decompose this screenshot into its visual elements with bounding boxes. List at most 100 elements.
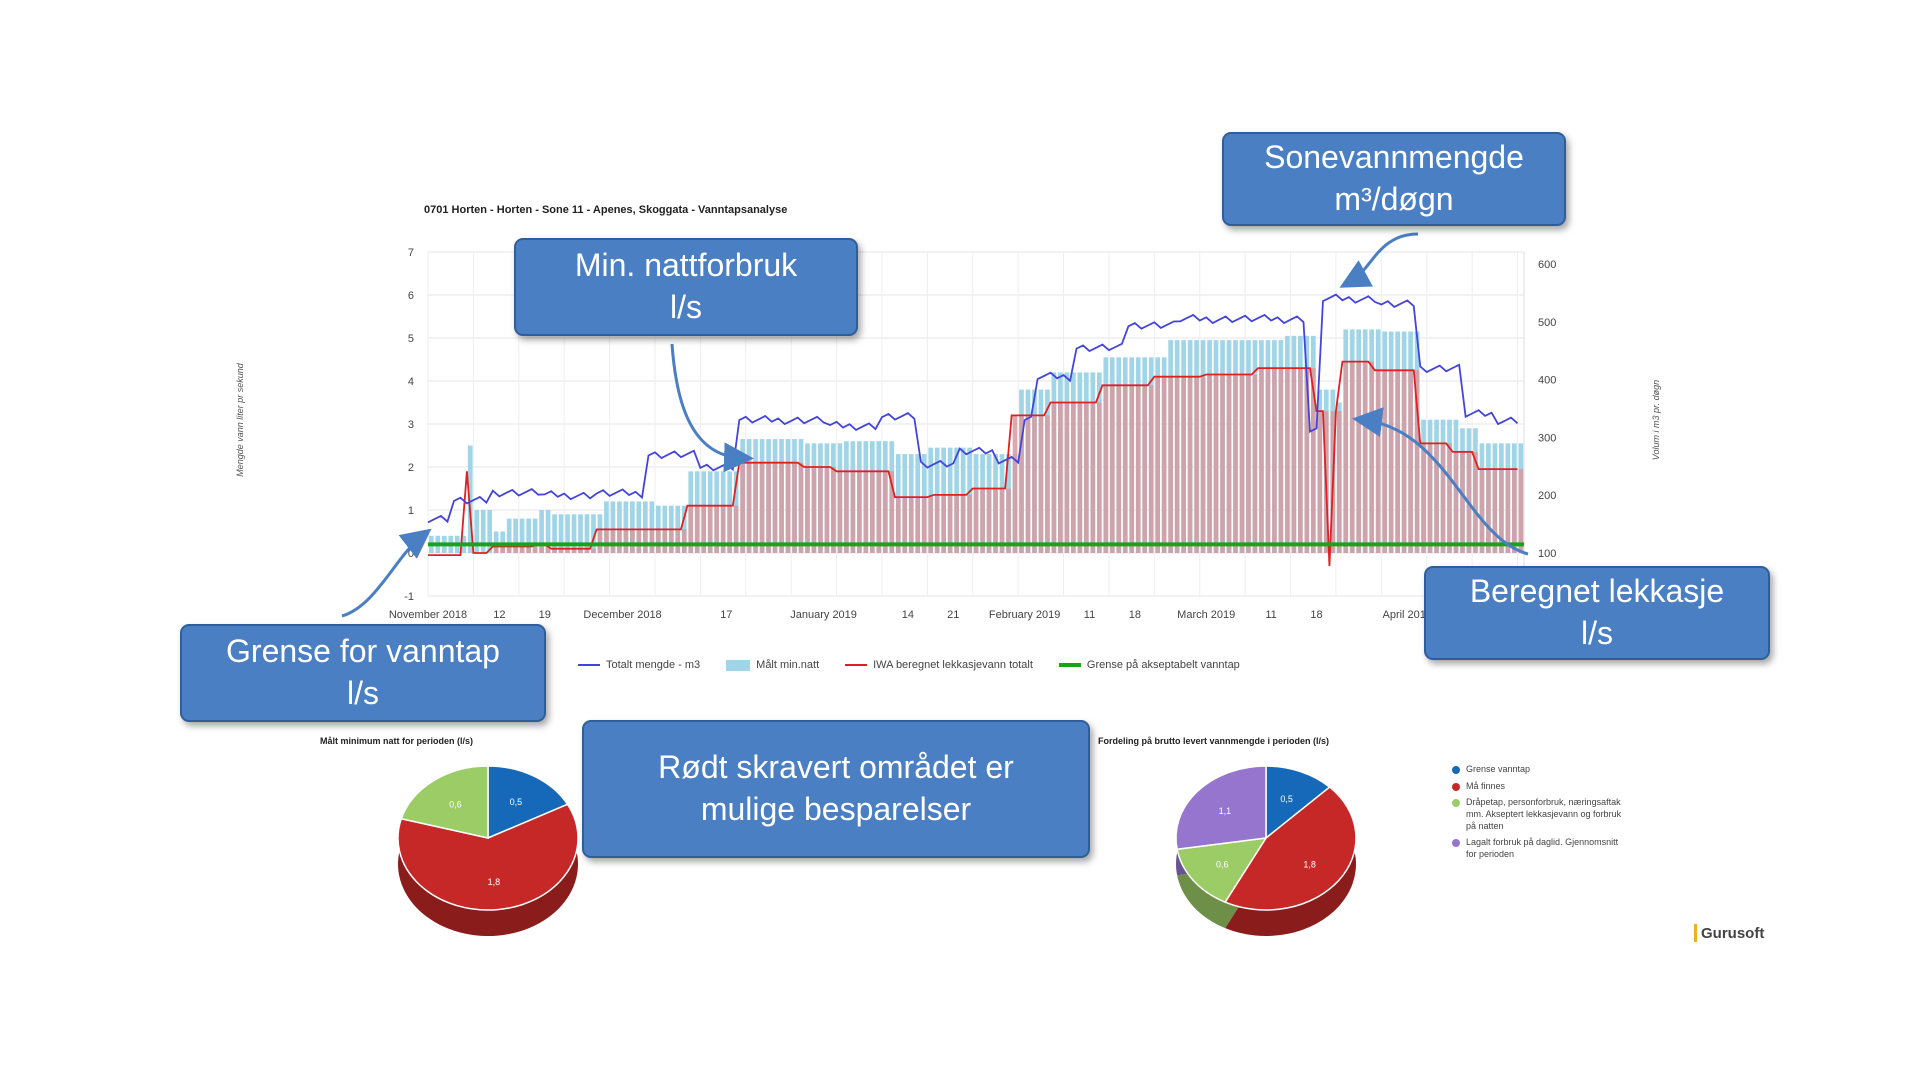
pie-slice-label: 0,5 — [510, 797, 523, 807]
x-tick-label: 18 — [1129, 609, 1141, 621]
leakage-bar — [552, 548, 557, 553]
min-night-bar — [604, 501, 609, 553]
brand-mark — [1694, 924, 1697, 942]
min-night-bar — [519, 518, 525, 553]
leakage-bar — [915, 497, 921, 553]
arrow-min-natt — [670, 343, 754, 473]
leakage-bar — [694, 505, 700, 553]
leakage-bar — [1349, 361, 1355, 553]
leakage-bar — [1356, 361, 1362, 553]
leakage-bar — [545, 544, 551, 553]
legend-swatch-total — [578, 664, 600, 666]
legend-label-min-natt: Målt min.natt — [756, 659, 820, 671]
leakage-bar — [1226, 374, 1232, 553]
leakage-bar — [571, 548, 577, 553]
leakage-bar — [1090, 402, 1096, 553]
pie-legend-label: Må finnes — [1466, 780, 1506, 791]
pie-chart-1: 0,5 1,8 0,6 — [397, 765, 579, 936]
callout-grense-line1: Grense for vanntap — [226, 633, 500, 670]
leakage-bar — [519, 546, 525, 553]
pie-slice — [1224, 786, 1357, 911]
pie1-title: Målt minimum natt for perioden (l/s) — [320, 736, 474, 746]
pie-legend-label: Grense vanntap — [1466, 764, 1531, 774]
leakage-bar — [1343, 361, 1349, 553]
legend-item-total[interactable]: Totalt mengde - m3 — [578, 659, 700, 671]
leakage-bar — [824, 467, 830, 553]
leakage-bar — [1492, 469, 1498, 553]
min-night-bar — [467, 445, 473, 553]
leakage-bar — [1434, 443, 1439, 553]
leakage-bar — [1116, 385, 1122, 553]
leakage-bar — [1272, 368, 1277, 553]
min-night-bar — [526, 518, 531, 553]
leakage-bar — [1427, 443, 1433, 553]
pie-legend-label: Lagalt forbruk på daglid. Gjennomsnitt f… — [1466, 837, 1619, 860]
leakage-bar — [675, 529, 681, 553]
leakage-bar — [1200, 376, 1206, 553]
leakage-bar — [1207, 374, 1212, 553]
leakage-bar — [720, 505, 726, 553]
min-night-bar — [552, 514, 557, 553]
pie-chart-2: 0,5 1,8 0,6 1,1 — [1175, 765, 1357, 936]
leakage-bar — [1142, 385, 1148, 553]
leakage-bar — [934, 494, 940, 553]
x-tick-label: November 2018 — [389, 609, 467, 621]
pie-legend: Grense vanntap Må finnes Dråpetap, perso… — [1452, 764, 1622, 866]
pie-slice-label: 0,6 — [1216, 859, 1229, 869]
legend-swatch-leakage — [845, 664, 868, 666]
leakage-bar — [818, 467, 823, 553]
legend-item-leakage[interactable]: IWA beregnet lekkasjevann totalt — [845, 659, 1033, 671]
leakage-bar — [655, 529, 661, 553]
leakage-bar — [779, 462, 784, 553]
callout-grense-vanntap: Grense for vanntap l/s — [180, 624, 546, 722]
leakage-bar — [811, 467, 817, 553]
leakage-bar — [1239, 374, 1245, 553]
leakage-bar — [895, 497, 901, 553]
right-tick-label: 600 — [1538, 259, 1556, 271]
leakage-bar — [1045, 415, 1050, 553]
leakage-bar — [869, 471, 875, 553]
leakage-bar — [1129, 385, 1135, 553]
legend-label-total: Totalt mengde - m3 — [606, 659, 701, 671]
leakage-bar — [1213, 374, 1219, 553]
leakage-bar — [831, 467, 836, 553]
leakage-bar — [908, 497, 914, 553]
leakage-bar — [1246, 374, 1251, 553]
leakage-bar — [947, 494, 953, 553]
leakage-bar — [1408, 370, 1413, 553]
min-night-bar — [474, 510, 480, 553]
left-tick-label: 4 — [408, 376, 414, 388]
callout-rodt-line2: mulige besparelser — [700, 791, 972, 827]
leakage-bar — [1025, 415, 1031, 553]
leakage-bar — [1317, 411, 1323, 553]
left-tick-label: 2 — [408, 462, 414, 474]
legend-swatch-min-natt — [726, 659, 751, 671]
pie-legend-item: Dråpetap, personforbruk, næringsaftak mm… — [1452, 797, 1622, 832]
x-tick-label: 18 — [1310, 609, 1322, 621]
pie-slice — [487, 765, 569, 840]
leakage-bar — [493, 546, 499, 553]
leakage-bar — [623, 529, 629, 553]
leakage-line — [428, 360, 1518, 566]
leakage-bar — [714, 505, 720, 553]
callout-rodt-line1: Rødt skravert området er — [658, 749, 1014, 786]
leakage-bar — [798, 462, 804, 553]
leakage-bar — [1181, 376, 1186, 553]
leakage-bar — [701, 505, 707, 553]
leakage-bar — [1369, 361, 1375, 553]
legend-item-limit[interactable]: Grense på akseptabelt vanntap — [1058, 659, 1240, 671]
legend-item-min-natt[interactable]: Målt min.natt — [726, 659, 819, 671]
leakage-bar — [792, 462, 797, 553]
brand-logo: Gurusoft — [1694, 924, 1764, 942]
leakage-bar — [1148, 385, 1154, 553]
leakage-bar — [1019, 415, 1024, 553]
leakage-bar — [999, 488, 1005, 553]
brand-name: Gurusoft — [1701, 924, 1765, 942]
leakage-bar — [1038, 415, 1044, 553]
leakage-bar — [506, 546, 512, 553]
leakage-bar — [1518, 469, 1524, 553]
leakage-bar — [967, 494, 972, 553]
leakage-bar — [1006, 488, 1011, 553]
leakage-bar — [1395, 370, 1400, 553]
